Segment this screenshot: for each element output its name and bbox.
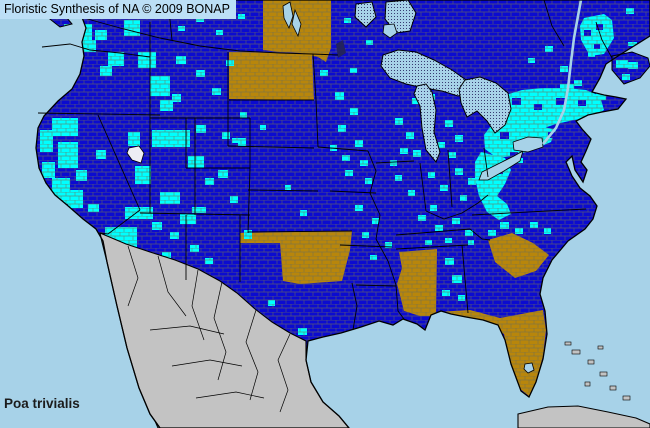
lake-huron <box>458 76 512 134</box>
lake-erie <box>478 150 524 181</box>
bahama-island <box>597 345 604 350</box>
species-name-label: Poa trivialis <box>4 396 80 411</box>
lake-ontario <box>512 136 544 153</box>
bahama-island <box>587 359 595 365</box>
bahama-island <box>564 341 572 346</box>
nw-ontario-lake-2 <box>354 1 377 28</box>
region-cuba <box>517 405 650 428</box>
map-title: Floristic Synthesis of NA © 2009 BONAP <box>4 2 230 16</box>
map-title-bar: Floristic Synthesis of NA © 2009 BONAP <box>0 0 236 19</box>
great-lakes <box>126 0 583 374</box>
bahama-island <box>622 395 631 401</box>
lake-michigan <box>413 83 441 163</box>
lake-winnipeg <box>282 1 294 30</box>
outside-range-gray-regions <box>99 232 650 428</box>
bahama-island <box>599 371 608 377</box>
great-salt-lake <box>126 145 145 164</box>
lake-okeechobee <box>523 362 535 374</box>
bahama-island <box>584 381 591 387</box>
st-lawrence-river <box>541 0 583 145</box>
state-borders <box>37 0 613 331</box>
lake-nipigon <box>382 23 398 39</box>
bahama-island <box>609 385 617 391</box>
lake-of-the-woods <box>336 40 346 58</box>
bahama-island <box>571 349 581 355</box>
lake-winnipegosis <box>291 8 302 38</box>
